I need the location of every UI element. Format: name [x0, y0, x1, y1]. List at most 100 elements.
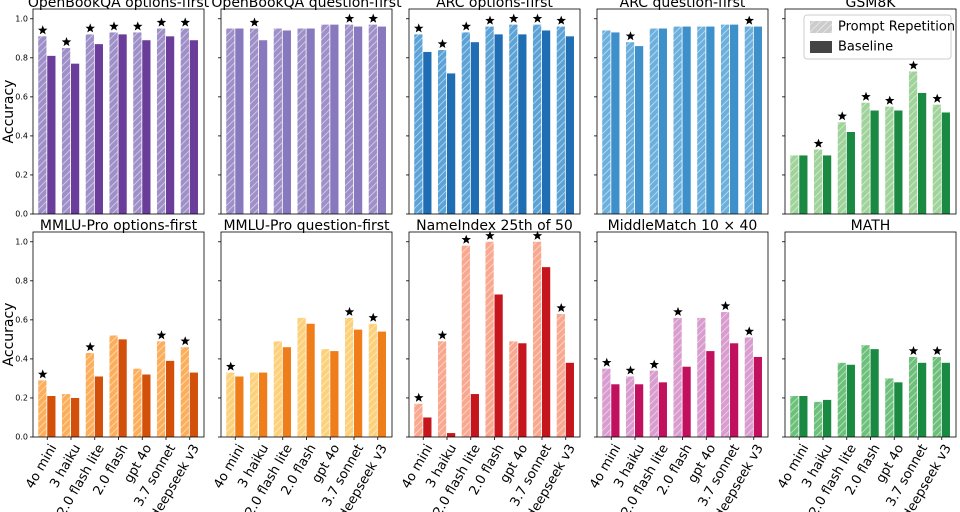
y-tick-label: 0.0 — [15, 433, 28, 442]
significance-star — [368, 13, 378, 23]
bar — [94, 376, 103, 437]
bar — [744, 337, 753, 437]
significance-star — [85, 342, 95, 352]
bar — [753, 26, 762, 215]
bar — [823, 399, 832, 437]
bar — [61, 48, 71, 214]
significance-star — [461, 234, 471, 244]
axes-frame — [784, 231, 957, 438]
bar — [565, 362, 574, 437]
significance-star — [532, 230, 543, 240]
bar — [730, 343, 739, 437]
bar — [799, 155, 808, 214]
panel-title: MATH — [851, 218, 891, 234]
axes-frame — [784, 8, 957, 215]
bar — [354, 26, 363, 215]
bar — [189, 372, 198, 437]
bar — [306, 28, 315, 215]
significance-star — [226, 361, 236, 371]
panel-title: OpenBookQA question-first — [211, 0, 402, 11]
bar — [697, 26, 706, 215]
bar — [625, 42, 635, 214]
bar — [494, 294, 503, 437]
bar — [602, 30, 611, 214]
y-tick-label: 0.8 — [15, 53, 28, 62]
bar — [823, 155, 832, 214]
significance-star — [908, 346, 919, 355]
bar — [649, 28, 658, 215]
significance-star — [38, 369, 48, 379]
bar — [189, 40, 198, 214]
bar — [133, 32, 142, 214]
bar — [908, 356, 918, 437]
y-tick-label: 0.8 — [15, 276, 28, 285]
significance-star — [180, 17, 190, 27]
significance-star — [61, 37, 72, 47]
bar — [354, 329, 363, 437]
bar — [790, 396, 799, 437]
bar — [166, 360, 175, 437]
significance-star — [437, 330, 448, 340]
bar — [71, 63, 80, 214]
bar — [226, 28, 235, 215]
significance-star — [720, 301, 731, 311]
significance-star — [837, 111, 847, 121]
significance-star — [932, 346, 942, 355]
bar — [109, 32, 118, 214]
bar — [673, 26, 682, 215]
bar — [470, 42, 479, 214]
bar — [673, 317, 682, 437]
significance-star — [133, 21, 143, 31]
bar — [249, 372, 259, 437]
bar — [720, 312, 730, 437]
bar — [720, 24, 730, 214]
bar — [273, 28, 282, 215]
panel-title: GSM8K — [846, 0, 897, 11]
bar — [377, 26, 386, 215]
bar — [941, 112, 950, 214]
bar — [542, 30, 551, 214]
bar — [542, 267, 551, 437]
bar — [894, 382, 903, 437]
y-axis-label: Accuracy — [1, 80, 17, 144]
bar — [344, 24, 354, 214]
bar — [235, 376, 244, 437]
bar — [509, 24, 518, 214]
significance-star — [649, 359, 659, 369]
bar — [846, 364, 855, 437]
y-tick-label: 0.0 — [15, 210, 28, 219]
bar — [861, 102, 870, 214]
bar — [142, 40, 151, 214]
bar — [611, 32, 620, 214]
bar — [682, 366, 691, 437]
significance-star — [85, 23, 95, 33]
bar — [180, 28, 189, 215]
bar — [133, 368, 142, 437]
significance-star — [156, 330, 167, 340]
bar — [837, 122, 846, 214]
panel-title: MMLU-Pro question-first — [223, 218, 390, 234]
bar — [813, 149, 823, 214]
bar — [249, 28, 259, 215]
significance-star — [532, 13, 543, 23]
significance-star — [602, 357, 612, 367]
bar — [461, 32, 470, 214]
bar — [799, 396, 808, 437]
bar — [813, 401, 823, 437]
significance-star — [813, 138, 824, 148]
bar — [47, 396, 56, 437]
bar — [38, 36, 47, 215]
bar — [273, 341, 282, 437]
bar — [180, 347, 189, 437]
bar — [85, 34, 94, 214]
bar — [297, 28, 306, 215]
bar — [885, 106, 894, 214]
significance-star — [625, 31, 636, 41]
bar — [423, 417, 432, 437]
significance-star — [744, 15, 754, 25]
bar — [918, 92, 927, 214]
bar — [509, 341, 518, 437]
bar — [330, 24, 339, 214]
bar — [649, 370, 658, 437]
bar — [658, 28, 667, 215]
